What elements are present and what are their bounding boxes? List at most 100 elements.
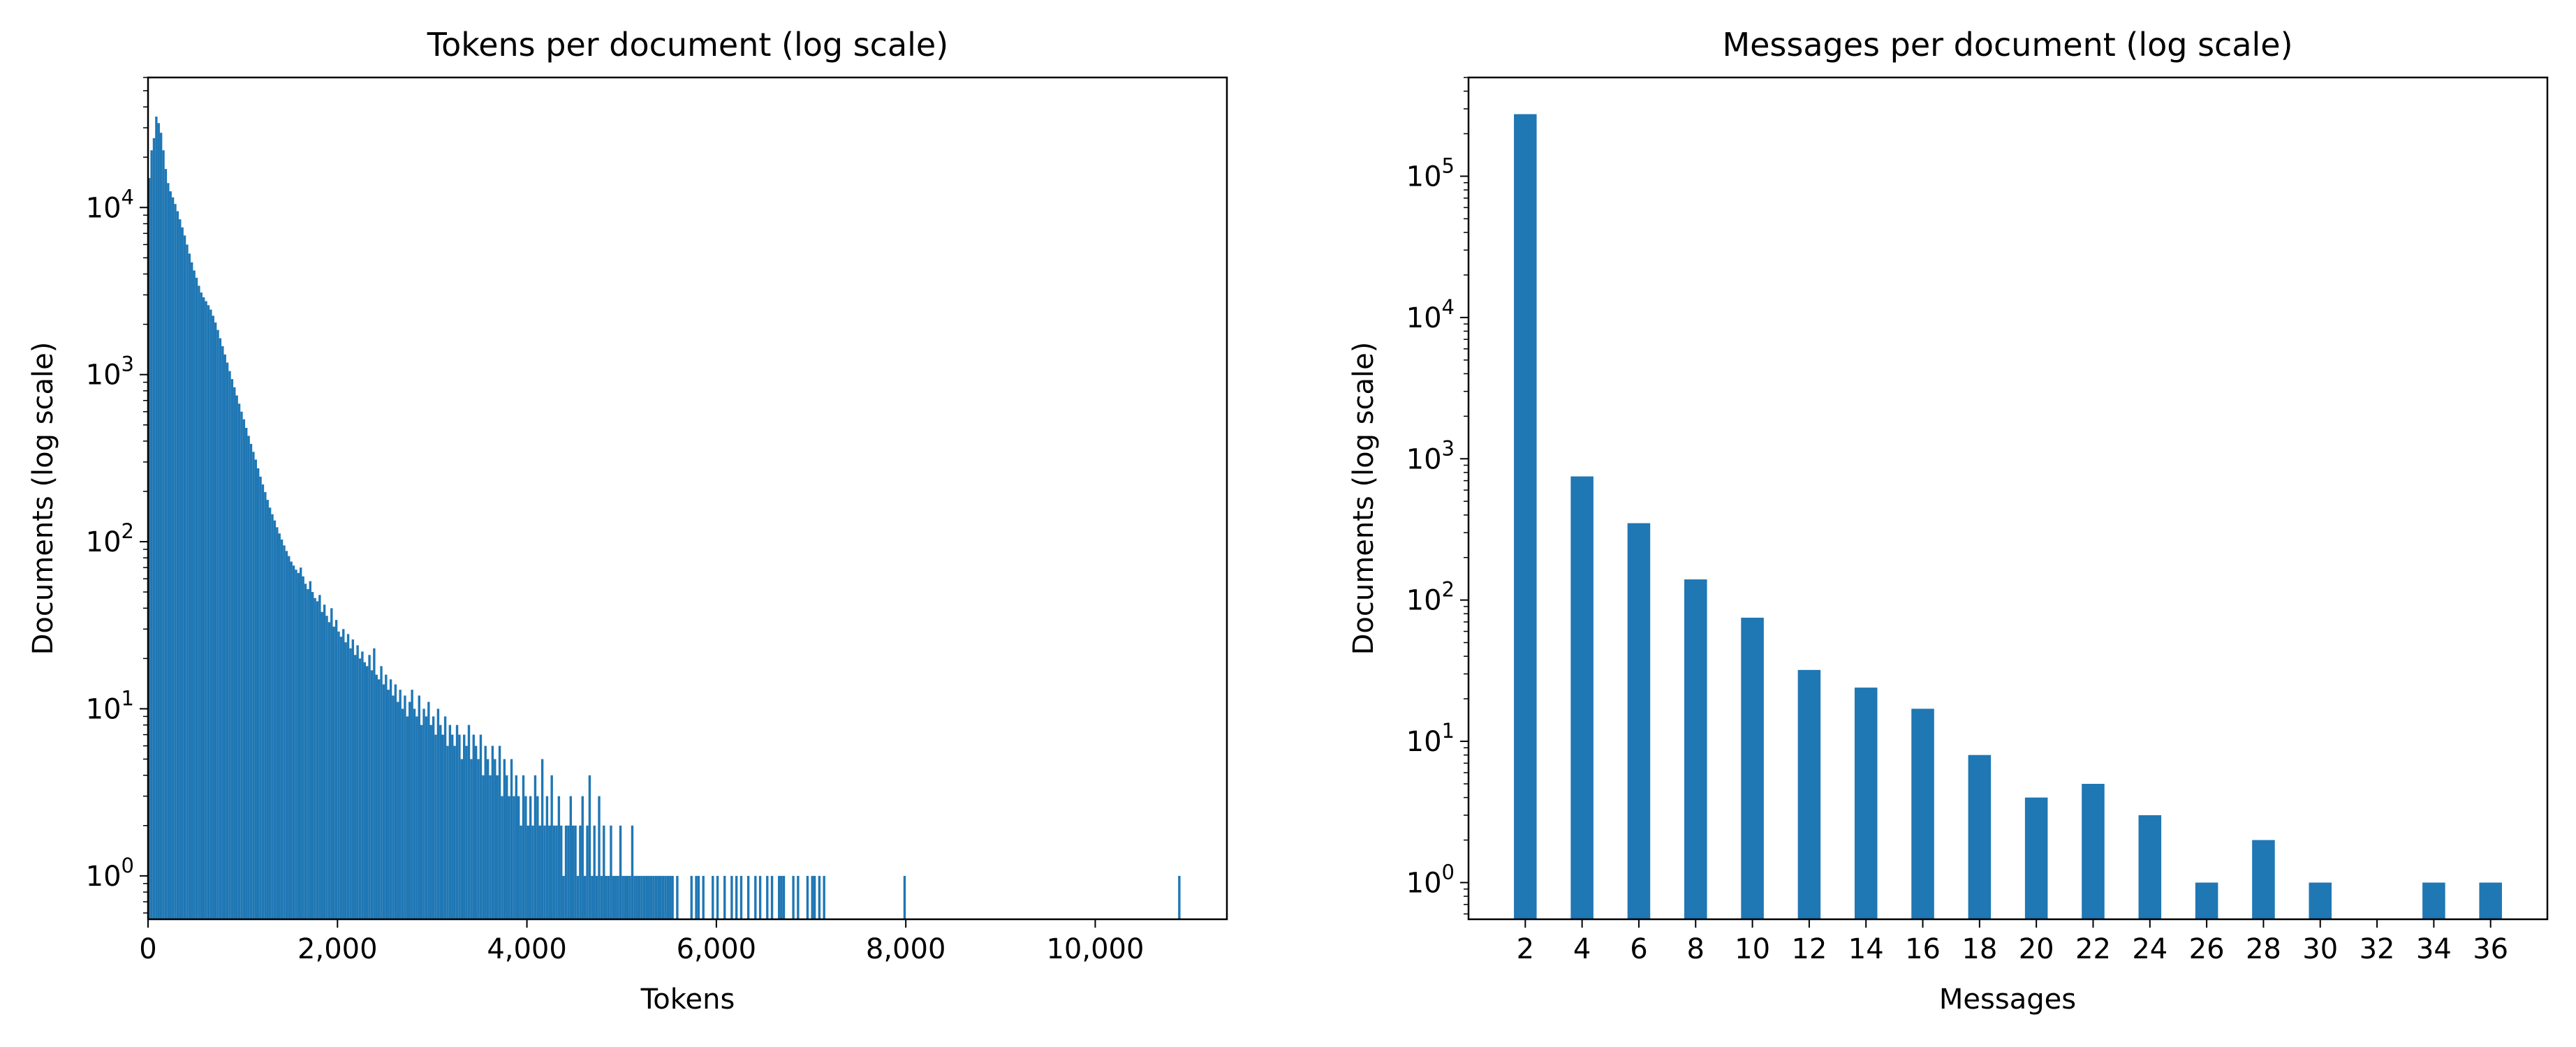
histogram-bar (477, 759, 480, 919)
histogram-bar (164, 169, 168, 920)
y-tick-label: 104 (1406, 295, 1455, 334)
messages-bar-panel: Messages per document (log scale) 2 4 6 8 10… (1348, 26, 2549, 1016)
y-tick-label: 104 (86, 185, 134, 224)
histogram-bar (314, 597, 316, 919)
histogram-bar (465, 745, 468, 919)
bar (2195, 882, 2218, 919)
y-axis-label: Documents (log scale) (27, 342, 59, 655)
histogram-bar (617, 875, 619, 919)
histogram-bar (174, 204, 177, 920)
histogram-bar (432, 716, 435, 919)
bar (2138, 815, 2162, 919)
histogram-bar (295, 570, 297, 919)
histogram-bar (356, 645, 359, 919)
histogram-bar (562, 875, 565, 919)
histogram-bar (191, 262, 193, 919)
histogram-bar (332, 626, 335, 919)
histogram-bar (397, 701, 399, 919)
x-tick-label: 36 (2473, 933, 2508, 965)
x-tick-label: 8,000 (866, 933, 946, 965)
histogram-bar (188, 253, 191, 919)
histogram-bar (354, 655, 357, 919)
histogram-bar (304, 584, 307, 919)
histogram-bar (181, 227, 184, 919)
histogram-bar (527, 825, 529, 919)
histogram-bar (245, 427, 248, 919)
histogram-bar (422, 708, 425, 919)
histogram-bar (363, 662, 366, 919)
histogram-bar (235, 395, 238, 919)
x-tick-label: 6 (1630, 933, 1647, 965)
histogram-bar (290, 561, 293, 919)
histogram-bar (302, 576, 304, 919)
histogram-bar (377, 679, 381, 919)
histogram-bar (557, 796, 561, 919)
chart-title: Messages per document (log scale) (1722, 26, 2292, 64)
histogram-bar (572, 825, 575, 919)
y-tick-label: 100 (1406, 860, 1455, 899)
histogram-bar (344, 642, 347, 919)
histogram-bar (380, 666, 383, 919)
histogram-bar (223, 354, 226, 919)
y-tick-label: 100 (86, 854, 134, 893)
histogram-bar (642, 875, 646, 919)
histogram-bar (221, 346, 224, 919)
y-tick-label: 103 (86, 352, 134, 392)
histogram-bar (203, 297, 205, 920)
histogram-bar (339, 637, 343, 919)
histogram-bar (619, 825, 622, 919)
histogram-bar (385, 674, 388, 919)
histogram-bar (268, 507, 272, 919)
histogram-bar (659, 875, 662, 919)
bars-group (148, 117, 1181, 920)
histogram-bar (467, 725, 471, 919)
histogram-bar (654, 875, 658, 919)
y-tick-label: 103 (1406, 436, 1455, 475)
x-tick-label: 0 (139, 933, 156, 965)
histogram-bar (501, 796, 503, 919)
histogram-bar (671, 875, 674, 919)
histogram-bar (264, 492, 267, 919)
histogram-bar (695, 875, 698, 919)
histogram-bar (581, 796, 584, 919)
histogram-bar (657, 875, 660, 919)
histogram-bar (818, 875, 821, 919)
tokens-histogram-panel: Tokens per document (log scale) 0 2,000 4,… (27, 26, 1228, 1016)
histogram-bar (496, 775, 499, 919)
histogram-bar (271, 514, 274, 919)
histogram-bar (548, 825, 551, 919)
histogram-bar (458, 734, 461, 919)
histogram-bar (337, 631, 340, 919)
histogram-bar (404, 695, 406, 919)
histogram-bar (813, 875, 816, 919)
x-tick-label: 4 (1573, 933, 1591, 965)
histogram-bar (624, 875, 627, 919)
histogram-bar (169, 191, 172, 920)
x-tick-label: 10,000 (1046, 933, 1144, 965)
histogram-bar (567, 825, 570, 919)
histogram-bar (522, 775, 525, 919)
histogram-bar (349, 648, 352, 919)
histogram-bar (574, 825, 577, 919)
histogram-bar (451, 734, 454, 919)
y-tick-label: 102 (1406, 578, 1455, 617)
histogram-bar (712, 875, 714, 919)
x-tick-label: 18 (1962, 933, 1997, 965)
histogram-bar (401, 708, 404, 919)
histogram-bar (261, 484, 265, 919)
histogram-bar (560, 825, 563, 919)
histogram-bar (375, 674, 378, 919)
histogram-bar (538, 825, 541, 919)
histogram-bar (576, 875, 580, 919)
histogram-bar (479, 734, 483, 919)
x-tick-label: 22 (2075, 933, 2111, 965)
histogram-bar (647, 875, 650, 919)
histogram-bar (823, 875, 825, 919)
x-tick-label: 24 (2132, 933, 2167, 965)
histogram-bar (690, 875, 693, 919)
histogram-bar (770, 875, 774, 919)
plot-frame (147, 76, 1228, 921)
histogram-bar (593, 825, 596, 919)
histogram-bar (266, 500, 269, 919)
bar (2479, 882, 2502, 919)
